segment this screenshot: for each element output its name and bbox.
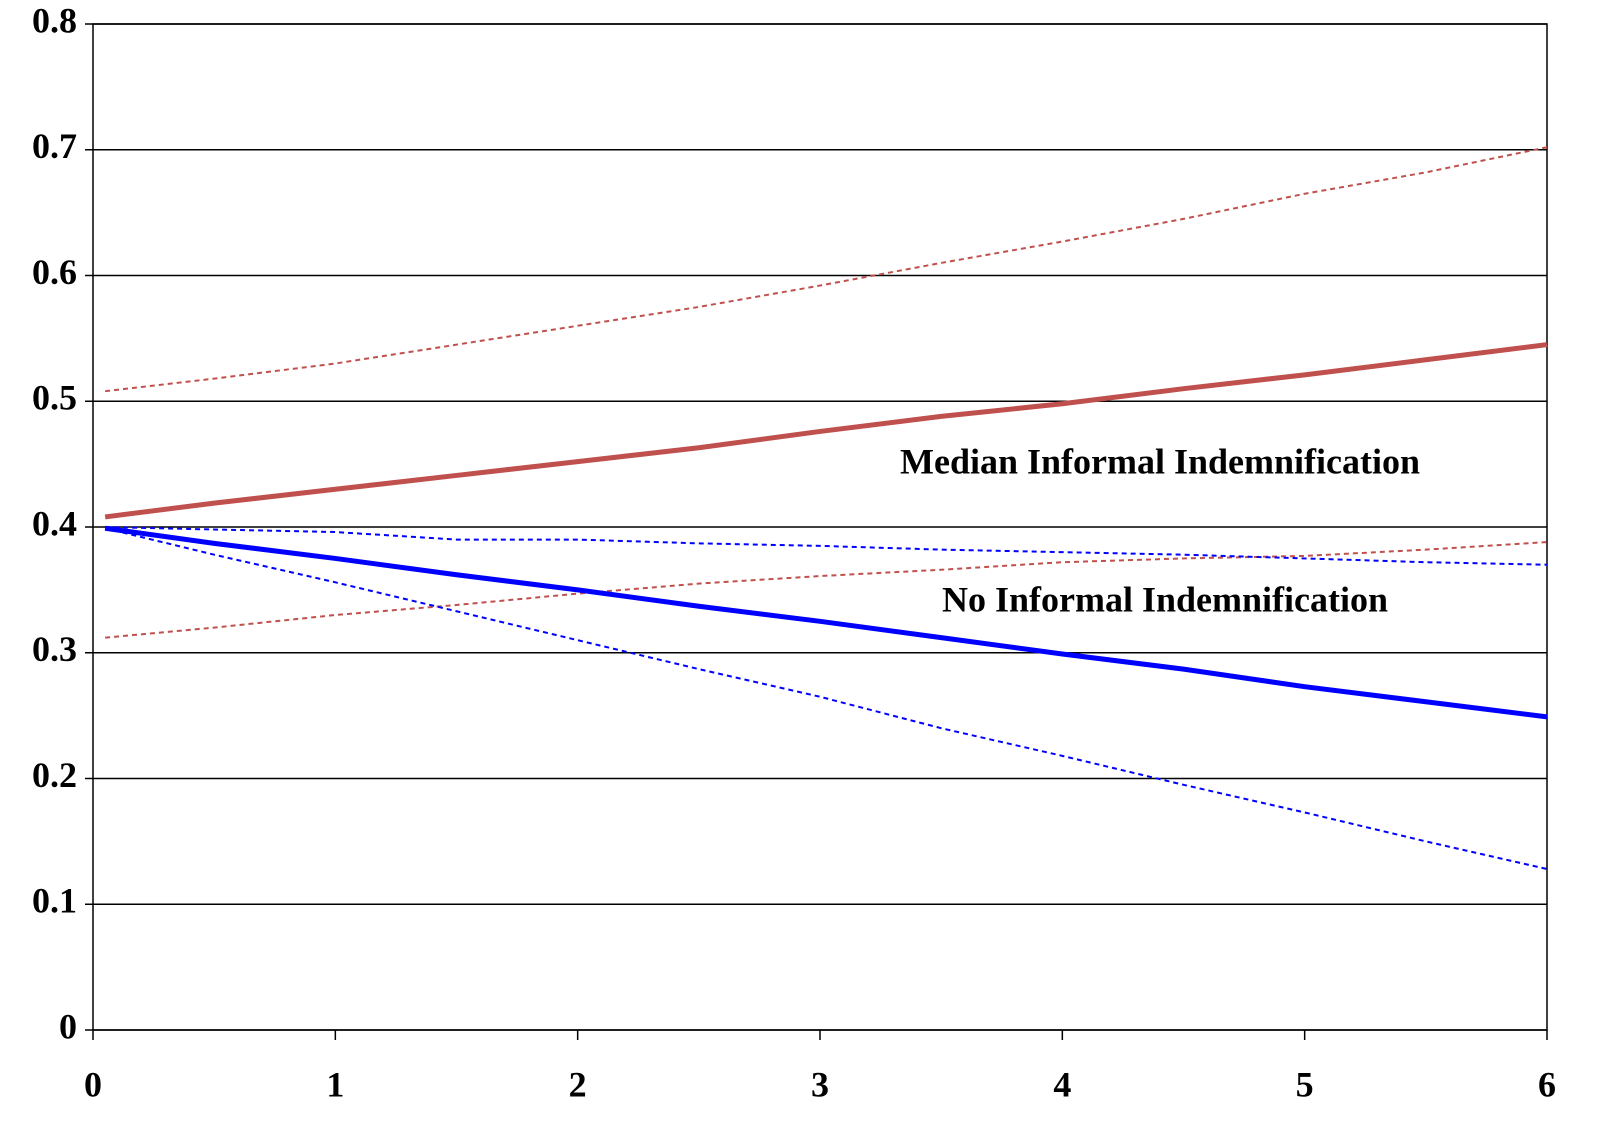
data-line [105, 526, 1548, 566]
y-tick-label: 0.6 [32, 252, 77, 292]
annotation: No Informal Indemnification [942, 579, 1388, 619]
x-tick-label: 2 [569, 1064, 587, 1104]
y-tick-label: 0.1 [32, 881, 77, 921]
y-tick-label: 0.3 [32, 629, 77, 669]
annotation: Median Informal Indemnification [900, 441, 1420, 481]
x-tick-label: 5 [1296, 1064, 1314, 1104]
x-tick-label: 0 [84, 1064, 102, 1104]
y-tick-label: 0.8 [32, 0, 77, 40]
data-line [105, 146, 1548, 393]
y-tick-label: 0.4 [32, 503, 77, 543]
x-tick-label: 4 [1053, 1064, 1071, 1104]
y-tick-label: 0.5 [32, 378, 77, 418]
x-tick-label: 1 [326, 1064, 344, 1104]
x-tick-label: 3 [811, 1064, 829, 1104]
y-tick-label: 0.2 [32, 755, 77, 795]
data-line [104, 527, 1548, 871]
x-tick-label: 6 [1538, 1064, 1556, 1104]
data-line [104, 525, 1548, 720]
y-tick-label: 0.7 [32, 126, 77, 166]
y-tick-label: 0 [59, 1006, 77, 1046]
data-line [104, 342, 1548, 520]
